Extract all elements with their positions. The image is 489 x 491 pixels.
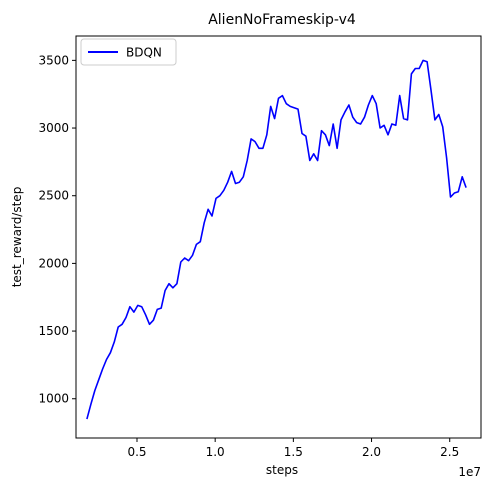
plot-area: 0.5 1.0 1.5 2.0 2.5 1000 1500 2000 2500 3000 3500 xyxy=(38,35,482,459)
x-tick-label: 1.0 xyxy=(206,445,225,459)
x-tick-label: 2.0 xyxy=(362,445,381,459)
x-tick-label: 0.5 xyxy=(127,445,146,459)
axes-frame xyxy=(75,35,482,439)
legend-label-bdqn: BDQN xyxy=(126,46,162,60)
y-tick-label: 3500 xyxy=(38,53,69,67)
y-axis-title: test_reward/step xyxy=(10,187,24,288)
chart-title: AlienNoFrameskip-v4 xyxy=(208,12,356,28)
x-tick-label: 2.5 xyxy=(440,445,459,459)
y-tick-label: 1500 xyxy=(38,324,69,338)
y-tick-label: 2000 xyxy=(38,256,69,270)
y-tick-label: 3000 xyxy=(38,121,69,135)
legend: BDQN xyxy=(80,38,177,66)
y-tick-label: 2500 xyxy=(38,189,69,203)
legend-box xyxy=(80,38,177,66)
x-tick-label: 1.5 xyxy=(284,445,303,459)
series-line-bdqn xyxy=(86,59,467,420)
x-axis-title: steps xyxy=(266,463,298,477)
y-tick-label: 1000 xyxy=(38,392,69,406)
x-axis-offset-label: 1e7 xyxy=(458,465,481,479)
